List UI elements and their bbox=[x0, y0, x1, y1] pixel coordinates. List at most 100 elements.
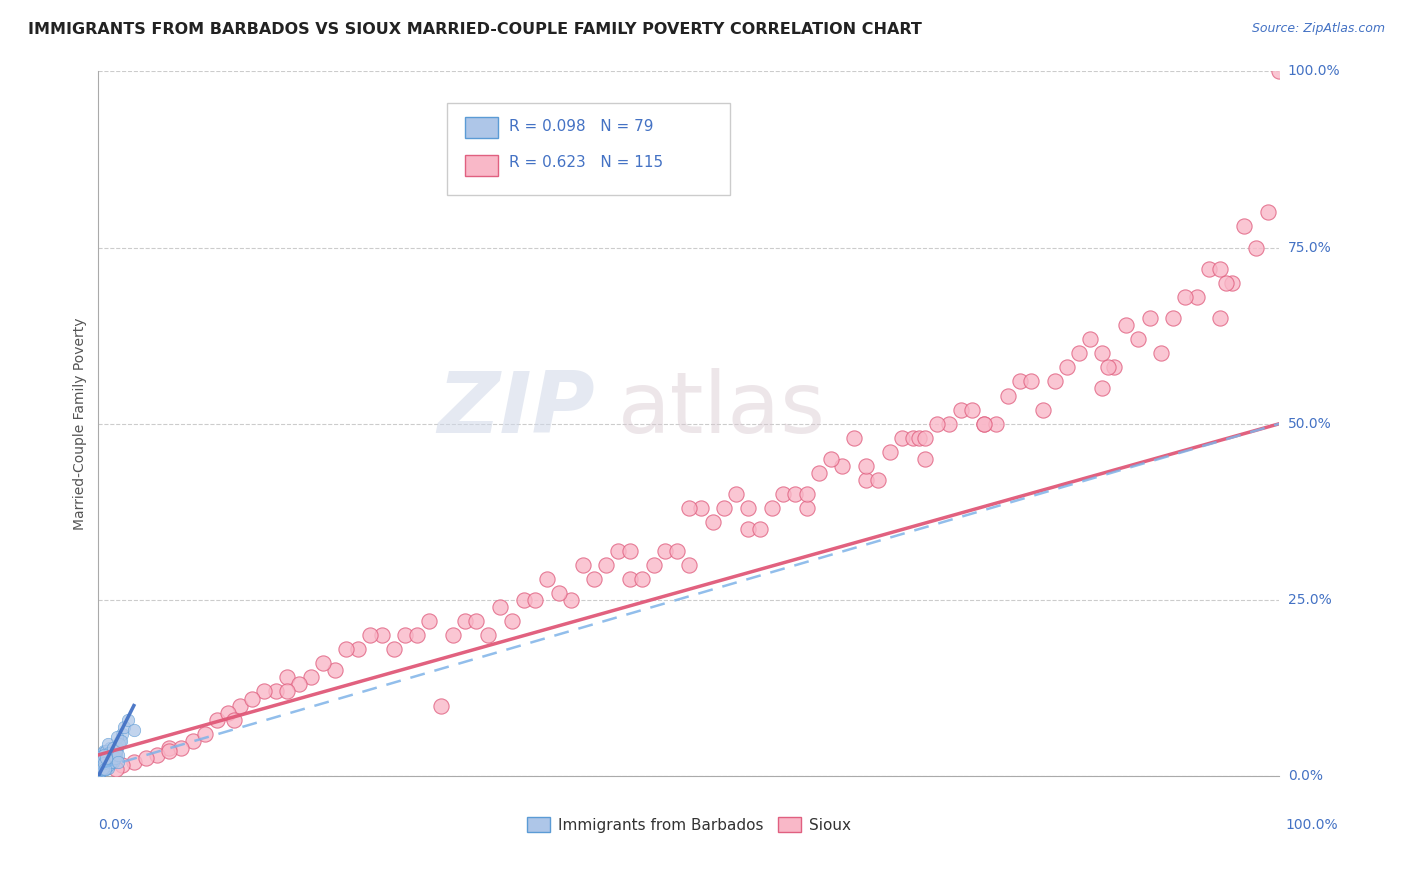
Point bbox=[89, 763, 111, 777]
Point bbox=[1021, 375, 1043, 389]
Point bbox=[93, 744, 115, 758]
Point bbox=[224, 713, 246, 727]
Point bbox=[938, 417, 960, 431]
Point bbox=[997, 388, 1019, 402]
Point bbox=[1244, 240, 1267, 255]
Point bbox=[890, 431, 912, 445]
Point bbox=[91, 756, 114, 771]
Point bbox=[678, 501, 700, 516]
Point bbox=[807, 466, 830, 480]
Point bbox=[93, 761, 115, 775]
Point bbox=[1091, 346, 1114, 360]
Point bbox=[276, 684, 298, 698]
Point bbox=[89, 761, 111, 775]
Point bbox=[1126, 332, 1149, 346]
Point bbox=[1198, 261, 1220, 276]
Point bbox=[418, 614, 440, 628]
Point bbox=[1043, 375, 1066, 389]
Point bbox=[477, 628, 499, 642]
Point bbox=[654, 543, 676, 558]
Point bbox=[93, 756, 115, 771]
Point bbox=[903, 431, 925, 445]
Point bbox=[725, 487, 748, 501]
Point bbox=[181, 733, 204, 747]
Point bbox=[253, 684, 276, 698]
Point bbox=[93, 755, 115, 769]
Point bbox=[1257, 205, 1279, 219]
Point bbox=[347, 642, 370, 657]
FancyBboxPatch shape bbox=[447, 103, 730, 194]
Text: 0.0%: 0.0% bbox=[98, 818, 134, 832]
Point bbox=[101, 747, 124, 762]
Point bbox=[94, 761, 117, 775]
Point bbox=[973, 417, 995, 431]
Point bbox=[607, 543, 630, 558]
Point bbox=[112, 720, 135, 734]
Point bbox=[107, 747, 129, 762]
Point bbox=[90, 758, 112, 772]
Point bbox=[772, 487, 794, 501]
Point bbox=[595, 558, 617, 572]
Text: 0.0%: 0.0% bbox=[1288, 769, 1323, 783]
Text: 75.0%: 75.0% bbox=[1288, 241, 1331, 254]
Point bbox=[949, 402, 972, 417]
Point bbox=[1209, 261, 1232, 276]
Point bbox=[96, 754, 118, 768]
Point bbox=[748, 523, 770, 537]
Point bbox=[105, 747, 128, 762]
Point bbox=[90, 755, 112, 769]
Point bbox=[105, 762, 128, 776]
Point bbox=[104, 751, 127, 765]
Point bbox=[146, 747, 169, 762]
Point bbox=[194, 727, 217, 741]
Point bbox=[844, 431, 866, 445]
Point bbox=[93, 761, 115, 775]
Point bbox=[1174, 290, 1197, 304]
Point bbox=[1185, 290, 1208, 304]
Point bbox=[90, 756, 112, 771]
Point bbox=[94, 762, 117, 776]
Point bbox=[288, 677, 311, 691]
Point bbox=[91, 751, 114, 765]
Point bbox=[89, 758, 111, 772]
Point bbox=[335, 642, 357, 657]
Point bbox=[925, 417, 948, 431]
Point bbox=[122, 723, 145, 738]
Point bbox=[107, 755, 129, 769]
Point bbox=[94, 756, 117, 771]
Point bbox=[217, 706, 239, 720]
Point bbox=[157, 744, 180, 758]
Point bbox=[276, 670, 298, 684]
Point bbox=[855, 473, 877, 487]
Point bbox=[90, 762, 112, 776]
Text: Source: ZipAtlas.com: Source: ZipAtlas.com bbox=[1251, 22, 1385, 36]
Text: R = 0.098   N = 79: R = 0.098 N = 79 bbox=[509, 119, 654, 134]
Point bbox=[312, 657, 335, 671]
Point bbox=[94, 762, 117, 776]
Point bbox=[465, 614, 488, 628]
Point bbox=[93, 747, 115, 762]
Point bbox=[1102, 360, 1125, 375]
Point bbox=[91, 749, 114, 764]
Point bbox=[103, 740, 125, 755]
Point bbox=[91, 758, 114, 772]
Point bbox=[111, 727, 134, 741]
Legend: Immigrants from Barbados, Sioux: Immigrants from Barbados, Sioux bbox=[520, 811, 858, 838]
Text: 25.0%: 25.0% bbox=[1288, 593, 1331, 607]
Point bbox=[323, 664, 346, 678]
Point bbox=[87, 767, 110, 781]
Point bbox=[90, 755, 112, 769]
Point bbox=[713, 501, 735, 516]
Point bbox=[430, 698, 453, 713]
Point bbox=[89, 761, 111, 775]
Point bbox=[98, 758, 121, 772]
Point bbox=[441, 628, 464, 642]
Point bbox=[1139, 311, 1161, 326]
Point bbox=[524, 592, 547, 607]
Point bbox=[855, 458, 877, 473]
Point bbox=[108, 733, 131, 747]
Point bbox=[536, 572, 558, 586]
Point bbox=[1215, 276, 1237, 290]
Point bbox=[630, 572, 652, 586]
Point bbox=[548, 586, 571, 600]
